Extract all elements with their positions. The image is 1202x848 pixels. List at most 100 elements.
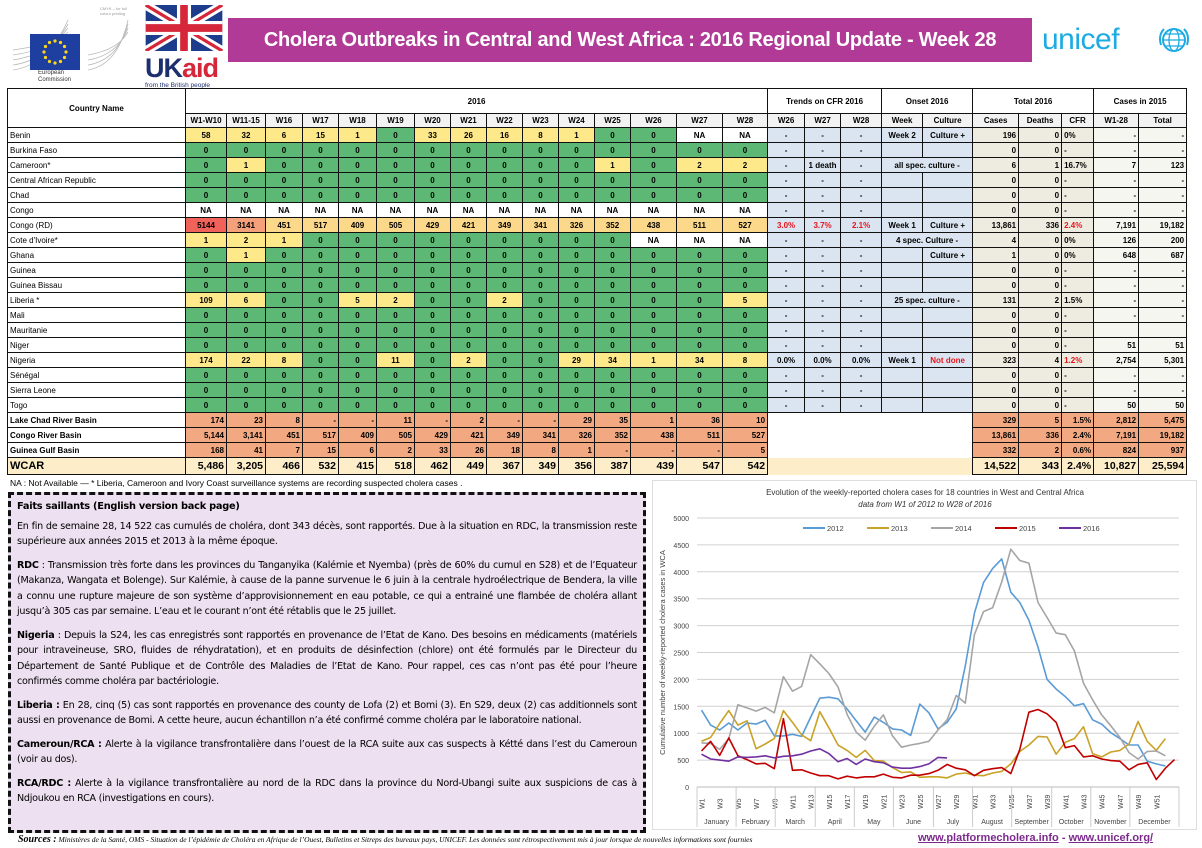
weekly-cases-cell: 1 — [338, 127, 377, 143]
cfr-trend-cell: - — [840, 187, 883, 203]
cases-2015-cell: - — [1138, 202, 1188, 218]
region-weekly-cell: - — [414, 412, 451, 428]
total-2016-cell: - — [1061, 397, 1095, 413]
region-weekly-cell: 367 — [486, 457, 523, 475]
cases-2015-cell: - — [1138, 307, 1188, 323]
cfr-trend-cell: - — [767, 247, 806, 263]
weekly-cases-cell: 15 — [302, 127, 339, 143]
weekly-cases-cell: 0 — [338, 232, 377, 248]
month-label: May — [867, 819, 881, 826]
region-total-cell: 336 — [1018, 427, 1063, 443]
highlight-label: RDC — [17, 559, 39, 571]
weekly-cases-cell: 0 — [558, 157, 595, 173]
onset-week-cell — [881, 307, 924, 323]
weekly-cases-cell: 0 — [302, 337, 339, 353]
region-weekly-cell: 527 — [721, 427, 769, 443]
cases-2015-cell: - — [1138, 277, 1188, 293]
region-total-cell: 329 — [972, 412, 1020, 428]
x-tick-label: W9 — [772, 798, 779, 809]
region-total-cell: 1.5% — [1061, 412, 1095, 428]
series-line-2016 — [701, 747, 948, 770]
weekly-cases-cell: 0 — [676, 247, 723, 263]
weekly-cases-cell: 0 — [302, 307, 339, 323]
weekly-cases-cell: 0 — [414, 247, 451, 263]
weekly-cases-cell: NA — [414, 202, 451, 218]
ukaid-uk: UK — [145, 53, 183, 83]
region-2015-cell: 824 — [1093, 442, 1140, 458]
cfr-trend-cell: - — [840, 277, 883, 293]
region-weekly-cell: 518 — [376, 457, 415, 475]
weekly-cases-cell: 0 — [338, 367, 377, 383]
weekly-cases-cell: 352 — [594, 217, 631, 233]
weekly-cases-cell: 0 — [226, 142, 266, 158]
weekly-cases-cell: 0 — [376, 142, 415, 158]
weekly-cases-cell: 0 — [594, 247, 631, 263]
total-2016-cell: 0 — [1018, 367, 1063, 383]
weekly-cases-cell: 326 — [558, 217, 595, 233]
region-weekly-cell: - — [486, 412, 523, 428]
weekly-cases-cell: 0 — [486, 142, 523, 158]
weekly-cases-cell: 0 — [185, 172, 227, 188]
total-2016-cell: 0 — [1018, 232, 1063, 248]
weekly-cases-cell: 0 — [302, 277, 339, 293]
total-2016-cell: 0 — [1018, 337, 1063, 353]
region-total-cell: 5 — [1018, 412, 1063, 428]
cases-2015-cell: - — [1138, 367, 1188, 383]
x-tick-label: W39 — [1045, 795, 1052, 810]
series-line-2015 — [700, 708, 1176, 781]
table-row: Sénégal 0 0 0 0 0 0 0 0 0 0 0 0 0 0 0- - -0 0- - - — [7, 367, 1188, 383]
weekly-cases-cell: 517 — [302, 217, 339, 233]
highlight-text: : Transmission très forte dans les provi… — [17, 559, 637, 618]
x-tick-label: W17 — [845, 795, 852, 810]
weekly-cases-cell: 2 — [721, 157, 769, 173]
weekly-cases-cell: 0 — [522, 142, 559, 158]
weekly-cases-cell: 0 — [414, 367, 451, 383]
cfr-trend-cell: - — [767, 187, 806, 203]
weekly-cases-cell: 0 — [630, 157, 677, 173]
onset-culture-cell — [922, 382, 974, 398]
region-weekly-cell: 168 — [185, 442, 227, 458]
header-week: W19 — [376, 113, 415, 128]
header-year-2016: 2016 — [184, 88, 769, 114]
region-name: Guinea Gulf Basin — [7, 442, 186, 458]
weekly-cases-cell: 22 — [226, 352, 266, 368]
unicef-link[interactable]: www.unicef.org/ — [1068, 832, 1154, 844]
total-2016-cell: 0 — [1018, 322, 1063, 338]
weekly-cases-cell: 16 — [486, 127, 523, 143]
header-week: W22 — [486, 113, 523, 128]
weekly-cases-cell: 0 — [486, 382, 523, 398]
weekly-cases-cell: 0 — [522, 172, 559, 188]
platformecholera-link[interactable]: www.platformecholera.info — [918, 832, 1059, 844]
region-2015-cell: 7,191 — [1093, 427, 1140, 443]
weekly-cases-cell: 1 — [226, 157, 266, 173]
onset-week-cell — [881, 337, 924, 353]
header-week: W24 — [558, 113, 595, 128]
total-2016-cell: 0 — [1018, 307, 1063, 323]
table-row: Sierra Leone 0 0 0 0 0 0 0 0 0 0 0 0 0 0 0- - -0 0- - - — [7, 382, 1188, 398]
onset-cell: 25 spec. culture - — [881, 292, 974, 308]
weekly-cases-cell: 0 — [450, 367, 487, 383]
table-row: Nigeria 174 22 8 0 0 11 0 2 0 0 29 34 1 34 8 0.0% 0.0% 0.0… — [7, 352, 1188, 368]
weekly-cases-cell: 0 — [558, 232, 595, 248]
cases-2015-cell: - — [1093, 307, 1140, 323]
x-tick-label: W45 — [1100, 795, 1107, 810]
cfr-trend-cell: - — [840, 262, 883, 278]
weekly-cases-cell: 0 — [302, 367, 339, 383]
weekly-cases-cell: 0 — [594, 382, 631, 398]
weekly-cases-cell: 0 — [338, 307, 377, 323]
total-2016-cell: 131 — [972, 292, 1020, 308]
region-weekly-cell: 15 — [302, 442, 339, 458]
weekly-cases-cell: 0 — [486, 232, 523, 248]
header-2015-col: W1-28 — [1093, 113, 1140, 128]
region-weekly-cell: 174 — [185, 412, 227, 428]
weekly-cases-cell: 0 — [721, 397, 769, 413]
cfr-trend-cell: - — [767, 127, 806, 143]
weekly-cases-cell: 0 — [338, 352, 377, 368]
weekly-cases-cell: 32 — [226, 127, 266, 143]
weekly-cases-cell: 0 — [558, 337, 595, 353]
onset-week-cell — [881, 187, 924, 203]
region-weekly-cell: 542 — [721, 457, 769, 475]
weekly-cases-cell: 0 — [265, 292, 303, 308]
header-country-name: Country Name — [7, 88, 186, 128]
weekly-cases-cell: 0 — [522, 397, 559, 413]
